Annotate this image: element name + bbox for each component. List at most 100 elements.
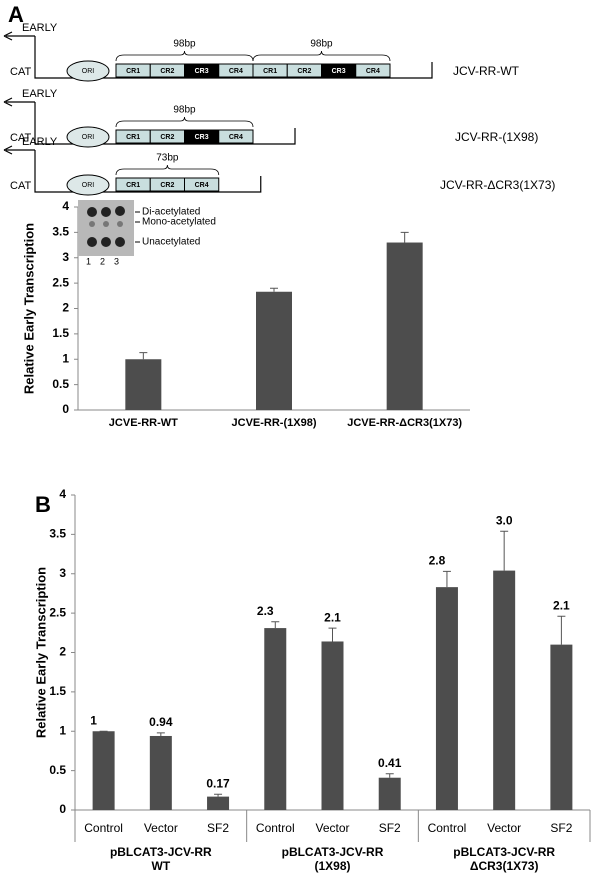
brace [115,116,254,128]
bar [264,628,287,810]
ori-label: ORI [82,68,95,75]
cr-box [355,63,391,78]
construct-name: JCV-RR-(1X98) [455,130,538,144]
cr-label: CR4 [366,68,380,75]
y-tick-label: 0.5 [52,377,69,391]
group-label: (1X98) [314,859,350,873]
error-bar [270,287,278,292]
arrow-head [3,145,13,155]
cr-label: CR3 [332,68,346,75]
dna-line [34,150,262,193]
group-label: pBLCAT3-JCV-RR [110,845,212,859]
band-label: Unacetylated [142,237,200,248]
error-bar [442,570,451,588]
error-bar [214,793,223,797]
ori [66,60,110,82]
y-tick-label: 3.5 [49,527,66,541]
y-tick-label: 1.5 [52,326,69,340]
cr-box [218,129,254,144]
y-tick-label: 3.5 [52,225,69,239]
group-label: WT [152,859,171,873]
bar [550,644,573,810]
x-tick-label: Vector [315,821,349,835]
value-label: 0.17 [206,776,230,790]
early-label: EARLY [22,22,58,34]
cr-label: CR1 [126,134,140,141]
error-bar [400,231,409,243]
error-bar [271,621,280,629]
x-tick-label: SF2 [379,821,401,835]
error-bar [139,352,148,360]
ori [66,126,110,148]
x-tick-label: JCVE-RR-(1X98) [232,417,317,429]
y-tick-label: 1.5 [49,684,66,698]
bar [149,735,172,810]
cr-label: CR4 [229,68,243,75]
construct-name: JCV-RR-WT [453,64,520,78]
y-tick-label: 4 [59,487,66,501]
y-axis-label: Relative Early Transcription [21,223,36,394]
y-tick-label: 3 [62,250,69,264]
construct-name: JCV-RR-ΔCR3(1X73) [440,178,555,192]
cr-label: CR3 [195,68,209,75]
gel-spot [87,237,97,247]
bar [207,796,230,810]
y-tick-label: 2.5 [52,275,69,289]
value-label: 2.8 [429,554,446,568]
y-tick-label: 0 [62,402,69,416]
cr-label: CR2 [160,134,174,141]
x-tick-label: SF2 [207,821,229,835]
brace-label: 98bp [173,105,196,116]
bar [92,731,115,810]
brace-label: 73bp [156,153,179,164]
early-label: EARLY [22,136,58,148]
value-label: 3.0 [496,513,513,527]
group-label: pBLCAT3-JCV-RR [453,845,555,859]
y-tick-label: 3 [59,566,66,580]
bar [378,777,401,810]
band-label: Di-acetylated [142,207,200,218]
cr-label: CR1 [126,182,140,189]
cr-label: CR2 [297,68,311,75]
x-tick-label: JCVE-RR-WT [109,417,178,429]
value-label: 2.1 [324,610,341,624]
cr-label: CR2 [160,182,174,189]
bar [493,570,516,810]
gel-spot [115,206,125,216]
bar [386,242,423,410]
brace-label: 98bp [310,39,333,50]
panel-label: A [8,2,24,27]
gel-spot [101,207,111,217]
y-axis-label: Relative Early Transcription [33,567,48,738]
y-tick-label: 1 [62,351,69,365]
brace [115,50,254,62]
gel-spot [117,221,123,227]
ori-label: ORI [82,182,95,189]
y-tick-label: 2 [62,301,69,315]
x-tick-label: Control [256,821,295,835]
panel-label: B [35,492,51,517]
cr-box [184,177,220,192]
x-tick-label: JCVE-RR-ΔCR3(1X73) [347,417,462,429]
gel-spot [87,207,97,217]
cr-label: CR4 [195,182,209,189]
bar [435,587,458,810]
arrow-head [3,97,13,107]
error-bar [156,732,165,736]
error-bar [385,773,394,778]
x-tick-label: Control [428,821,467,835]
value-label: 0.94 [149,715,173,729]
x-tick-label: Vector [144,821,178,835]
bar [125,359,162,410]
cr-label: CR1 [126,68,140,75]
y-tick-label: 2 [59,645,66,659]
early-label: EARLY [22,88,58,100]
gel-spot [89,221,95,227]
bar [321,641,344,810]
error-bar [557,615,566,645]
x-tick-label: SF2 [550,821,572,835]
lane-label: 3 [114,256,119,266]
cat-label: CAT [10,132,31,144]
brace [252,50,391,62]
dna-line [34,36,433,79]
